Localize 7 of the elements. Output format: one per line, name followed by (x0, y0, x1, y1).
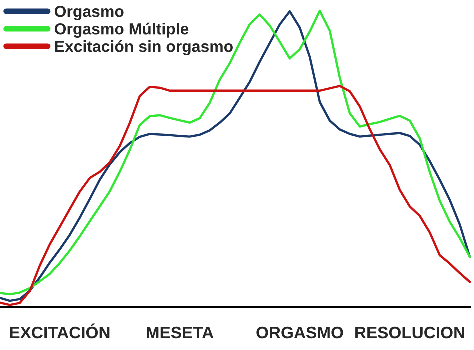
legend-label: Orgasmo (54, 6, 124, 21)
legend-label: Excitación sin orgasmo (55, 40, 233, 56)
x-tick-label: MESETA (147, 326, 214, 339)
x-tick-label: RESOLUCION (356, 326, 464, 339)
x-tick-label: EXCITACIÓN (10, 324, 110, 339)
legend-label: Orgasmo Múltiple (54, 22, 189, 38)
x-tick-label: ORGASMO (256, 326, 344, 339)
